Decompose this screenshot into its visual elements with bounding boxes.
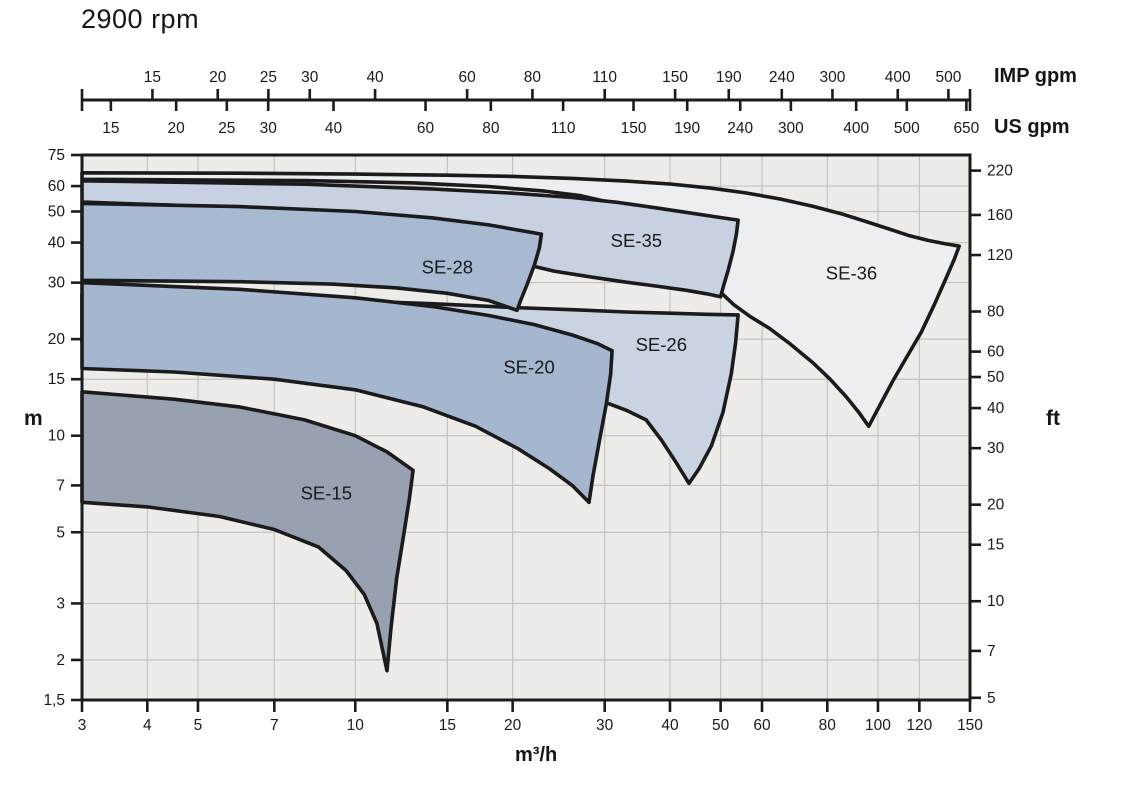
bottom-tick-label: 3 — [78, 717, 87, 734]
envelope-SE-28 — [80, 201, 544, 313]
us-gpm-tick-label: 80 — [482, 120, 500, 137]
right-tick-label: 40 — [987, 400, 1005, 417]
imp-gpm-tick-label: 40 — [366, 69, 384, 86]
us-gpm-tick-label: 240 — [727, 120, 753, 137]
imp-gpm-tick-label: 60 — [458, 69, 476, 86]
us-gpm-tick-label: 20 — [168, 120, 186, 137]
imp-gpm-tick-label: 80 — [524, 69, 542, 86]
bottom-tick-label: 150 — [957, 717, 983, 734]
bottom-tick-label: 15 — [439, 717, 456, 734]
us-gpm-tick-label: 110 — [551, 120, 576, 137]
region-label-SE-20: SE-20 — [503, 357, 554, 378]
imp-gpm-tick-label: 30 — [301, 69, 319, 86]
right-tick-label: 10 — [987, 593, 1005, 610]
bottom-tick-label: 120 — [906, 717, 932, 734]
right-tick-label: 60 — [987, 344, 1005, 361]
left-tick-label: 20 — [48, 331, 66, 348]
us-gpm-tick-label: 40 — [325, 120, 343, 137]
bottom-tick-label: 20 — [504, 717, 522, 734]
imp-gpm-tick-label: 25 — [260, 69, 277, 86]
right-tick-label: 7 — [987, 643, 996, 660]
imp-gpm-tick-label: 20 — [209, 69, 227, 86]
left-tick-label: 3 — [56, 595, 65, 612]
right-tick-label: 30 — [987, 440, 1005, 457]
left-tick-label: 30 — [48, 275, 66, 292]
flow-axis-label: m³/h — [515, 744, 558, 766]
us-gpm-tick-label: 500 — [894, 120, 920, 137]
left-tick-label: 2 — [56, 652, 65, 669]
imp-gpm-tick-label: 15 — [144, 69, 161, 86]
right-tick-label: 5 — [987, 690, 996, 707]
region-label-SE-36: SE-36 — [826, 263, 877, 284]
bottom-tick-label: 30 — [596, 717, 614, 734]
left-tick-label: 50 — [48, 203, 66, 220]
right-tick-label: 80 — [987, 304, 1005, 321]
us-gpm-tick-label: 400 — [843, 120, 869, 137]
left-tick-label: 7 — [56, 477, 65, 494]
imp-gpm-tick-label: 150 — [662, 69, 688, 86]
left-tick-label: 10 — [48, 428, 66, 445]
feet-axis-label: ft — [1046, 407, 1060, 430]
region-label-SE-35: SE-35 — [611, 230, 662, 251]
left-tick-label: 1,5 — [43, 692, 65, 709]
right-tick-label: 50 — [987, 369, 1005, 386]
meters-axis-label: m — [24, 407, 43, 430]
us-gpm-tick-label: 150 — [621, 120, 647, 137]
imp-gpm-tick-label: 110 — [592, 69, 617, 86]
bottom-tick-label: 100 — [865, 717, 891, 734]
right-tick-label: 15 — [987, 537, 1004, 554]
left-tick-label: 75 — [48, 147, 65, 164]
us-gpm-tick-label: 25 — [218, 120, 235, 137]
bottom-tick-label: 60 — [753, 717, 771, 734]
us-gpm-tick-label: 300 — [778, 120, 804, 137]
chart-title: 2900 rpm — [81, 4, 200, 34]
bottom-tick-label: 50 — [712, 717, 730, 734]
bottom-tick-label: 5 — [194, 717, 203, 734]
bottom-tick-label: 7 — [270, 717, 279, 734]
imp-gpm-axis-label: IMP gpm — [994, 65, 1077, 87]
us-gpm-axis-label: US gpm — [994, 116, 1070, 138]
us-gpm-tick-label: 190 — [674, 120, 700, 137]
bottom-tick-label: 10 — [347, 717, 365, 734]
us-gpm-tick-label: 60 — [417, 120, 435, 137]
left-tick-label: 40 — [48, 235, 66, 252]
us-gpm-tick-label: 15 — [102, 120, 119, 137]
bottom-tick-label: 80 — [819, 717, 837, 734]
bottom-tick-label: 40 — [661, 717, 679, 734]
region-label-SE-26: SE-26 — [636, 334, 687, 355]
imp-gpm-tick-label: 500 — [935, 69, 961, 86]
imp-gpm-tick-label: 300 — [820, 69, 846, 86]
region-label-SE-15: SE-15 — [301, 483, 352, 504]
envelope-SE-15 — [80, 390, 415, 673]
us-gpm-tick-label: 650 — [953, 120, 979, 137]
region-label-SE-28: SE-28 — [422, 256, 473, 277]
imp-gpm-tick-label: 400 — [885, 69, 911, 86]
envelope-SE-20 — [80, 280, 614, 505]
plot-border — [80, 153, 972, 702]
left-tick-label: 60 — [48, 178, 66, 195]
right-tick-label: 120 — [987, 247, 1013, 264]
bottom-tick-label: 4 — [143, 717, 152, 734]
left-tick-label: 5 — [56, 524, 65, 541]
right-tick-label: 220 — [987, 163, 1013, 180]
imp-gpm-tick-label: 190 — [716, 69, 742, 86]
us-gpm-tick-label: 30 — [260, 120, 278, 137]
left-tick-label: 15 — [48, 371, 65, 388]
right-tick-label: 160 — [987, 207, 1013, 224]
right-tick-label: 20 — [987, 497, 1005, 514]
imp-gpm-tick-label: 240 — [769, 69, 795, 86]
